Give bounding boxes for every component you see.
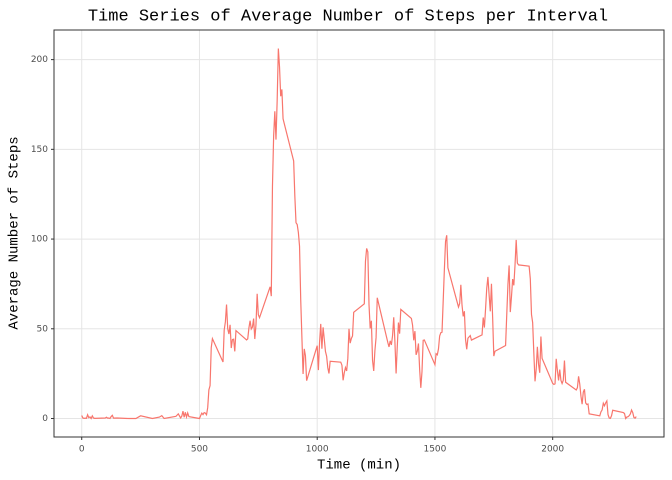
series-line [81, 48, 637, 420]
y-tick-label: 200 [31, 55, 48, 65]
x-tick-label: 1000 [306, 445, 329, 455]
y-tick-label: 150 [31, 145, 48, 155]
plot-border [53, 29, 665, 438]
x-tick-label: 2000 [541, 445, 564, 455]
x-tick-label: 1500 [423, 445, 446, 455]
y-tick-label: 50 [37, 324, 49, 334]
x-tick-label: 0 [79, 445, 85, 455]
x-tick-label: 500 [191, 445, 208, 455]
chart-title: Time Series of Average Number of Steps p… [88, 7, 608, 26]
y-tick-label: 100 [31, 235, 48, 245]
x-axis-title: Time (min) [317, 458, 401, 474]
y-axis-title: Average Number of Steps [7, 136, 23, 329]
y-tick-label: 0 [42, 414, 48, 424]
